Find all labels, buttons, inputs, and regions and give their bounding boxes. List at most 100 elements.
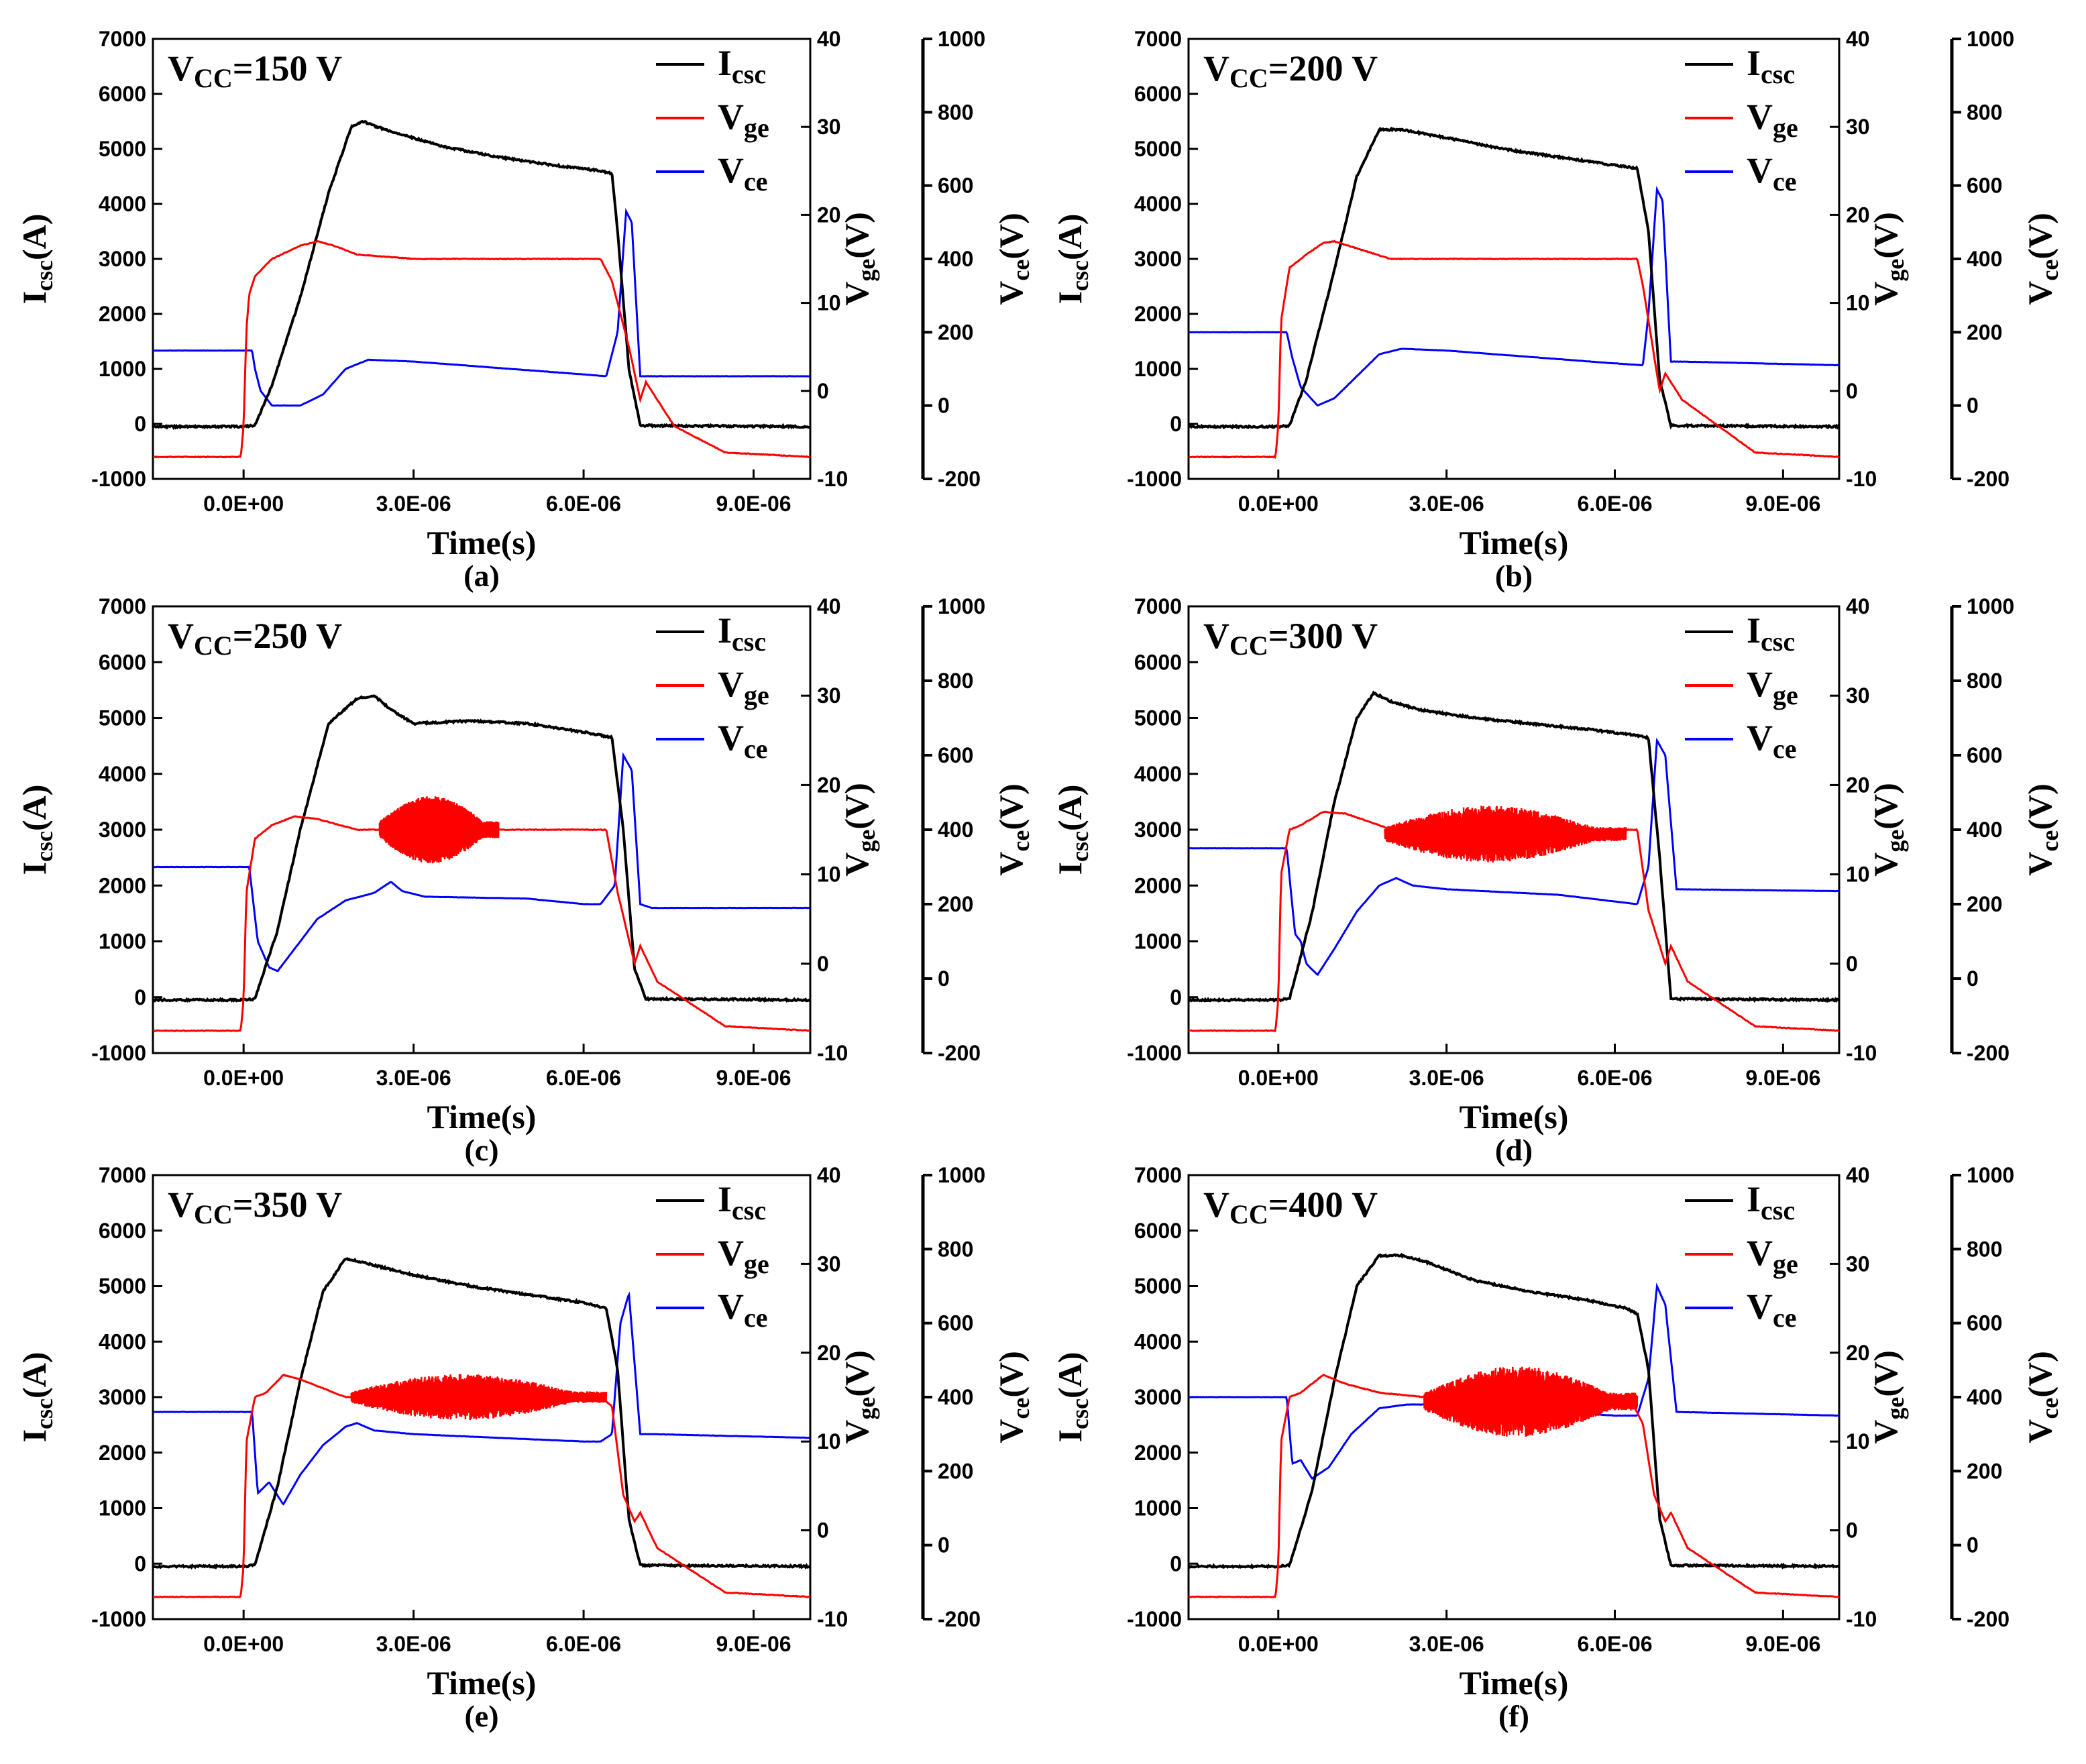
y-main-tick-label: 1000 (1134, 1496, 1182, 1521)
y-main-tick-label: 6000 (1134, 82, 1182, 106)
y-ge-title-sub: ge (853, 259, 880, 282)
y-ge-tick-label: 20 (1846, 1341, 1870, 1365)
y-main-tick-label: 4000 (99, 762, 146, 786)
x-tick-label: 9.0E-06 (716, 492, 791, 516)
y-main-tick-label: 7000 (1134, 1163, 1182, 1187)
y-main-tick-label: 7000 (99, 27, 146, 51)
vcc-sub: CC (1229, 1199, 1268, 1229)
y-ce-tick-label: 800 (938, 669, 973, 693)
panel-label: (e) (464, 1699, 498, 1733)
legend-main-1: V (1747, 1233, 1773, 1273)
y-ge-tick-label: -10 (817, 467, 848, 491)
series-vge-oscillation (378, 796, 500, 864)
x-tick-label: 0.0E+00 (203, 1066, 284, 1090)
y-ge-title-unit: (V) (838, 1350, 875, 1396)
panel-label: (a) (463, 559, 500, 593)
y-ge-tick-label: 10 (817, 863, 841, 887)
vcc-main: V (1203, 616, 1229, 656)
x-axis-title: Time(s) (1460, 1098, 1569, 1136)
x-tick-label: 9.0E-06 (1745, 492, 1820, 516)
series-vce (153, 1291, 810, 1506)
y-ce-tick-label: 600 (1967, 174, 2002, 198)
plot-area (1189, 1252, 1839, 1599)
series-vge-oscillation (1384, 806, 1627, 863)
y-ce-tick-label: -200 (938, 467, 981, 491)
y-main-title-unit: (A) (15, 785, 53, 831)
legend-sub-2: ce (1773, 1303, 1797, 1333)
series-vge-oscillation (1423, 1366, 1639, 1437)
vcc-suffix: =400 V (1268, 1184, 1378, 1225)
y-ge-title: Vge(V) (1867, 212, 1909, 306)
x-tick-label: 9.0E-06 (716, 1632, 791, 1656)
x-tick-label: 9.0E-06 (1745, 1632, 1820, 1656)
x-tick-label: 3.0E-06 (376, 1632, 451, 1656)
y-ce-title-sub: ce (2036, 830, 2063, 852)
y-ge-title: Vge(V) (838, 783, 880, 877)
y-main-tick-label: 6000 (1134, 1219, 1182, 1243)
legend-main-0: I (1747, 610, 1761, 651)
series-icsc (1189, 126, 1839, 430)
plot-area (153, 119, 810, 459)
y-main-tick-label: 1000 (99, 930, 146, 954)
panel-label: (c) (464, 1133, 498, 1167)
y-ge-tick-label: 0 (1846, 379, 1858, 403)
y-ce-tick-label: 0 (938, 967, 950, 991)
legend-label-2: Vce (718, 1286, 768, 1333)
y-main-title-main: I (15, 862, 53, 875)
y-ce-tick-label: 1000 (938, 27, 985, 51)
y-main-tick-label: 2000 (99, 873, 146, 897)
y-ge-tick-label: 10 (1846, 863, 1870, 887)
series-vce (153, 752, 810, 973)
y-ge-tick-label: 20 (1846, 203, 1870, 227)
y-main-tick-label: 0 (1170, 1551, 1182, 1576)
y-main-tick-label: 3000 (1134, 247, 1182, 271)
y-ce-title: Vce(V) (2021, 1351, 2063, 1443)
y-main-tick-label: 1000 (1134, 930, 1182, 954)
chart-panel-c: -100001000200030004000500060007000-10010… (15, 594, 1034, 1167)
y-ge-tick-label: -10 (1846, 467, 1877, 491)
legend-label-2: Vce (1747, 718, 1797, 764)
legend-main-0: I (718, 610, 732, 651)
y-ge-tick-label: 0 (817, 1519, 829, 1543)
legend-main-1: V (1747, 97, 1773, 137)
x-tick-label: 0.0E+00 (203, 1632, 284, 1656)
y-main-title-sub: csc (1066, 1398, 1093, 1429)
x-tick-label: 9.0E-06 (1745, 1066, 1820, 1090)
legend-label-1: Vge (718, 664, 769, 710)
legend-label-0: Icsc (1747, 1179, 1795, 1225)
y-ge-tick-label: 30 (817, 683, 841, 708)
y-main-title: Icsc(A) (15, 785, 58, 875)
x-tick-label: 6.0E-06 (1577, 492, 1652, 516)
y-ge-tick-label: 30 (817, 1252, 841, 1276)
y-ce-tick-label: 1000 (938, 1163, 985, 1187)
y-ge-tick-label: 10 (1846, 1429, 1870, 1453)
y-ce-tick-label: 800 (1967, 669, 2002, 693)
y-ge-tick-label: 30 (817, 115, 841, 139)
y-main-tick-label: 0 (1170, 985, 1182, 1009)
y-ce-tick-label: 400 (1967, 1385, 2002, 1409)
y-ge-title-sub: ge (1882, 259, 1909, 282)
series-vce (1189, 737, 1839, 977)
legend-sub-0: csc (732, 626, 766, 657)
y-ge-tick-label: 10 (1846, 291, 1870, 315)
x-tick-label: 6.0E-06 (1577, 1632, 1652, 1656)
y-ce-tick-label: 800 (1967, 100, 2002, 124)
x-tick-label: 0.0E+00 (203, 492, 284, 516)
y-main-tick-label: 7000 (1134, 594, 1182, 618)
y-ce-tick-label: 400 (938, 1385, 973, 1409)
y-ge-tick-label: 30 (1846, 683, 1870, 708)
y-ce-tick-label: 600 (938, 174, 973, 198)
y-main-tick-label: 4000 (1134, 192, 1182, 216)
y-ge-tick-label: -10 (817, 1607, 848, 1631)
y-main-tick-label: 3000 (99, 1385, 146, 1409)
y-main-tick-label: -1000 (91, 1041, 146, 1065)
legend-main-2: V (1747, 1286, 1773, 1327)
y-main-title-sub: csc (31, 1398, 58, 1429)
legend-sub-1: ge (1773, 113, 1798, 143)
y-ce-title-sub: ce (2036, 260, 2063, 281)
y-ge-title-main: V (1867, 1420, 1904, 1444)
y-main-tick-label: 5000 (99, 706, 146, 730)
y-ge-tick-label: -10 (1846, 1041, 1877, 1065)
series-vge-oscillation (350, 1374, 608, 1421)
vcc-sub: CC (194, 1199, 233, 1229)
